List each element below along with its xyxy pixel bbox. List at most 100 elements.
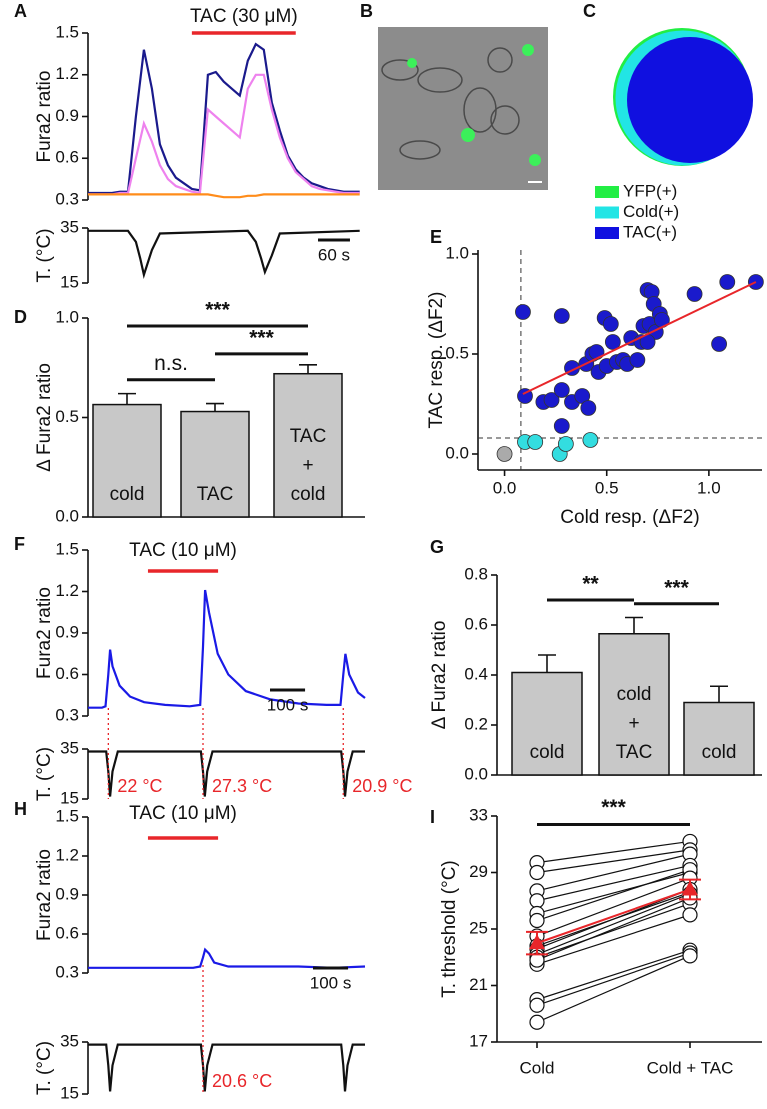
panel-letter: F [14, 534, 25, 554]
data-point [529, 997, 545, 1013]
bar-label: cold [530, 742, 565, 763]
y-tick-label: 0.6 [55, 923, 79, 942]
trace-line [88, 193, 360, 199]
threshold-label: 20.9 °C [352, 776, 412, 796]
y-tick-label: 0.3 [55, 705, 79, 724]
scatter-point [543, 392, 560, 408]
y-tick-label: 15 [60, 788, 79, 807]
pair-line [536, 877, 691, 937]
y-tick-label: 35 [60, 1031, 79, 1050]
y-tick-label: 0.9 [55, 884, 79, 903]
scatter-point [553, 418, 570, 434]
bar-label: cold [110, 484, 145, 505]
bar [683, 701, 755, 776]
legend-swatch [595, 227, 619, 239]
panel-letter: G [430, 537, 444, 557]
data-point [682, 948, 698, 964]
y-tick-label: 0.3 [55, 189, 79, 208]
y-tick-label: 0.5 [55, 407, 79, 426]
y-tick-label: 1.2 [55, 845, 79, 864]
legend-label: TAC(+) [623, 222, 677, 241]
panel-letter: E [430, 227, 442, 247]
bar [180, 410, 250, 518]
bar-label: cold + TAC [616, 684, 653, 763]
pair-line [536, 864, 691, 902]
trace-line [88, 947, 366, 969]
y-tick-label: 1.5 [55, 22, 79, 41]
scale-bar-label: 100 s [267, 695, 309, 714]
x-tick-label: Cold + TAC [647, 1058, 734, 1077]
temperature-line [88, 229, 360, 279]
cell-outline [381, 59, 419, 81]
y-tick-label: 35 [60, 738, 79, 757]
cell-outline [487, 47, 513, 73]
y-tick-label: 0.0 [464, 764, 488, 783]
scatter-point [580, 400, 597, 416]
pair-line [536, 914, 691, 965]
cell-outline [490, 105, 520, 135]
y-tick-label: 0.6 [55, 148, 79, 167]
pair-line [536, 840, 691, 864]
scatter-point [602, 316, 619, 332]
y-tick-label: 0.9 [55, 622, 79, 641]
panel-letter: A [14, 1, 27, 21]
y-tick-label: 0.6 [55, 664, 79, 683]
x-tick-label: 1.0 [697, 478, 721, 497]
pair-line [536, 949, 691, 1001]
fit-line [522, 281, 757, 395]
y-axis-title: Fura2 ratio [34, 71, 55, 163]
y-tick-label: 0.3 [55, 962, 79, 981]
data-point [529, 893, 545, 909]
x-tick-label: 0.0 [493, 478, 517, 497]
pair-line [536, 853, 691, 892]
pair-line [536, 871, 691, 915]
y-tick-label: 35 [60, 217, 79, 236]
yfp-cell [522, 44, 534, 56]
y-tick-label: 0.9 [55, 106, 79, 125]
y-tick-label: 15 [60, 1083, 79, 1102]
yfp-cell [529, 154, 541, 166]
scale-bar-label: 100 s [310, 973, 352, 992]
data-point [529, 1014, 545, 1030]
scatter-point [604, 334, 621, 350]
y-tick-label: 0.0 [445, 443, 469, 462]
legend-swatch [595, 206, 619, 219]
y-tick-label: 1.2 [55, 581, 79, 600]
bar [273, 372, 343, 518]
y-tick-label: 17 [469, 1031, 488, 1050]
y-tick-label: 15 [60, 272, 79, 291]
legend-label: YFP(+) [623, 181, 677, 200]
scale-bar-label: 60 s [318, 245, 350, 264]
bar-label: TAC + cold [290, 426, 327, 505]
y-tick-label: 0.4 [464, 664, 488, 683]
threshold-label: 22 °C [117, 776, 162, 796]
significance-label: *** [664, 576, 689, 599]
pair-line [536, 952, 691, 1006]
y-axis-title: Δ Fura2 ratio [429, 621, 450, 730]
data-point [529, 912, 545, 929]
bar-label: cold [702, 742, 737, 763]
mean-marker [529, 934, 545, 950]
y-axis-title: TAC resp. (ΔF2) [426, 292, 447, 429]
threshold-label: 20.6 °C [212, 1071, 272, 1091]
significance-label: *** [249, 326, 274, 349]
scatter-point [629, 352, 646, 368]
scatter-point [719, 274, 736, 290]
y-axis-title: T. (°C) [34, 228, 55, 282]
y-axis-title: T. threshold (°C) [439, 860, 460, 997]
y-axis-title: Fura2 ratio [34, 587, 55, 679]
panel-letter: I [430, 807, 435, 827]
trace-line [88, 42, 360, 195]
scatter-point [515, 304, 531, 320]
x-axis-title: Cold resp. (ΔF2) [560, 507, 699, 528]
significance-label: ** [582, 573, 599, 596]
scatter-point [711, 336, 727, 352]
bar [511, 671, 583, 776]
data-point [529, 864, 545, 881]
scatter-point [557, 436, 574, 452]
yfp-cell [461, 128, 475, 142]
panel-letter: H [14, 799, 27, 819]
mean-line [536, 888, 691, 945]
y-tick-label: 29 [469, 862, 488, 881]
pair-line [536, 893, 691, 955]
